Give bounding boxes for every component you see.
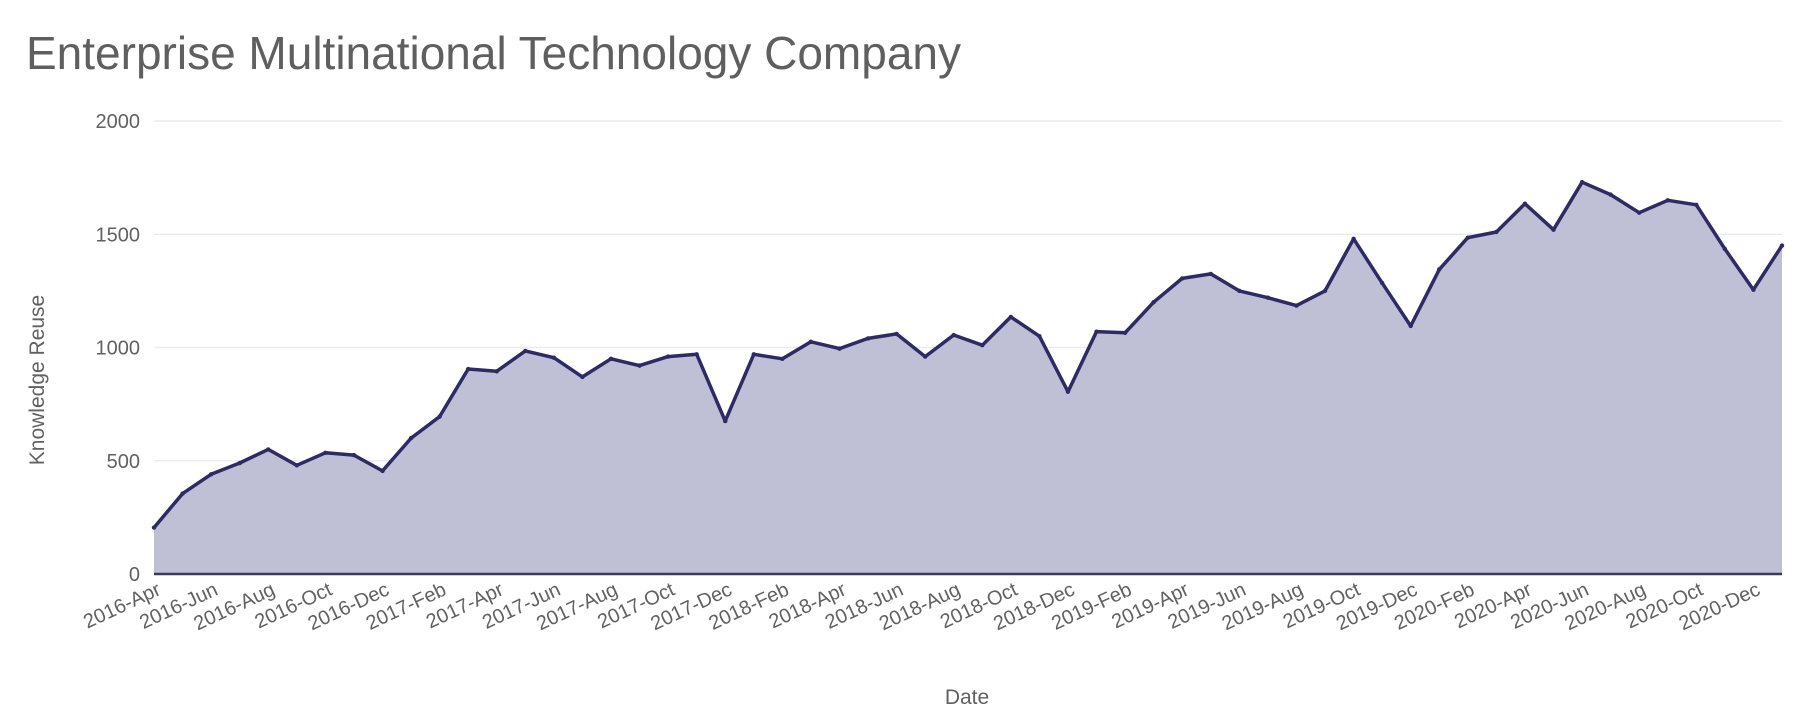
data-point bbox=[1694, 202, 1699, 208]
chart-title: Enterprise Multinational Technology Comp… bbox=[26, 27, 962, 79]
data-point bbox=[237, 460, 242, 466]
x-axis-title: Date bbox=[945, 686, 989, 709]
data-point bbox=[1551, 227, 1556, 232]
area-series bbox=[151, 179, 1785, 576]
data-point bbox=[294, 463, 300, 468]
data-point bbox=[1722, 246, 1728, 252]
data-point bbox=[951, 332, 956, 338]
y-tick-label: 500 bbox=[107, 451, 140, 473]
data-point bbox=[637, 363, 642, 368]
data-point bbox=[780, 356, 785, 362]
data-point bbox=[551, 355, 557, 360]
data-point bbox=[1008, 314, 1014, 320]
data-point bbox=[665, 354, 671, 359]
data-point bbox=[751, 352, 756, 357]
data-point bbox=[523, 348, 528, 354]
y-tick-label: 1000 bbox=[96, 338, 141, 360]
data-point bbox=[266, 447, 271, 452]
data-point bbox=[1608, 192, 1613, 197]
x-axis: 2016-Apr2016-Jun2016-Aug2016-Oct2016-Dec… bbox=[80, 578, 1763, 635]
data-point bbox=[1037, 333, 1042, 339]
data-point bbox=[1579, 179, 1585, 185]
series-line bbox=[152, 180, 1784, 529]
data-point bbox=[808, 339, 814, 345]
data-point bbox=[865, 336, 871, 341]
data-point bbox=[1122, 330, 1128, 335]
y-tick-label: 1500 bbox=[96, 224, 141, 246]
data-point bbox=[980, 343, 985, 348]
data-point bbox=[694, 352, 699, 357]
data-point bbox=[723, 418, 728, 424]
data-point bbox=[1408, 323, 1413, 329]
data-point bbox=[1065, 389, 1071, 394]
data-point bbox=[1180, 276, 1185, 281]
data-point bbox=[1351, 236, 1356, 241]
data-point bbox=[351, 452, 357, 458]
y-axis: 0 500 1000 1500 2000 bbox=[96, 111, 141, 586]
y-tick-label: 2000 bbox=[96, 111, 141, 133]
data-point bbox=[380, 468, 385, 474]
data-point bbox=[922, 354, 928, 359]
y-axis-title: Knowledge Reuse bbox=[26, 295, 49, 465]
data-point bbox=[1636, 210, 1642, 215]
data-point bbox=[151, 525, 157, 530]
data-point bbox=[1665, 198, 1670, 203]
data-point bbox=[1437, 267, 1442, 272]
y-tick-label: 0 bbox=[129, 564, 140, 586]
data-point bbox=[465, 366, 471, 372]
data-point bbox=[1094, 329, 1099, 334]
data-point bbox=[1294, 303, 1299, 308]
data-point bbox=[1208, 271, 1213, 277]
series-area-fill bbox=[154, 182, 1782, 574]
data-point bbox=[437, 414, 442, 419]
data-point bbox=[1265, 295, 1271, 300]
data-point bbox=[1465, 235, 1471, 240]
data-point bbox=[408, 435, 414, 441]
data-point bbox=[1751, 287, 1756, 292]
data-point bbox=[1779, 243, 1785, 248]
data-point bbox=[323, 450, 328, 456]
data-point bbox=[1522, 201, 1528, 206]
data-point bbox=[894, 331, 899, 337]
data-point bbox=[494, 369, 499, 374]
data-point bbox=[1151, 300, 1156, 305]
data-point bbox=[608, 356, 614, 362]
data-point bbox=[180, 491, 185, 496]
data-point bbox=[837, 346, 842, 351]
data-point bbox=[1379, 280, 1385, 286]
data-point bbox=[1322, 288, 1328, 294]
data-point bbox=[208, 472, 214, 477]
data-point bbox=[1237, 288, 1242, 294]
data-point bbox=[1494, 229, 1499, 235]
data-point bbox=[580, 374, 585, 380]
